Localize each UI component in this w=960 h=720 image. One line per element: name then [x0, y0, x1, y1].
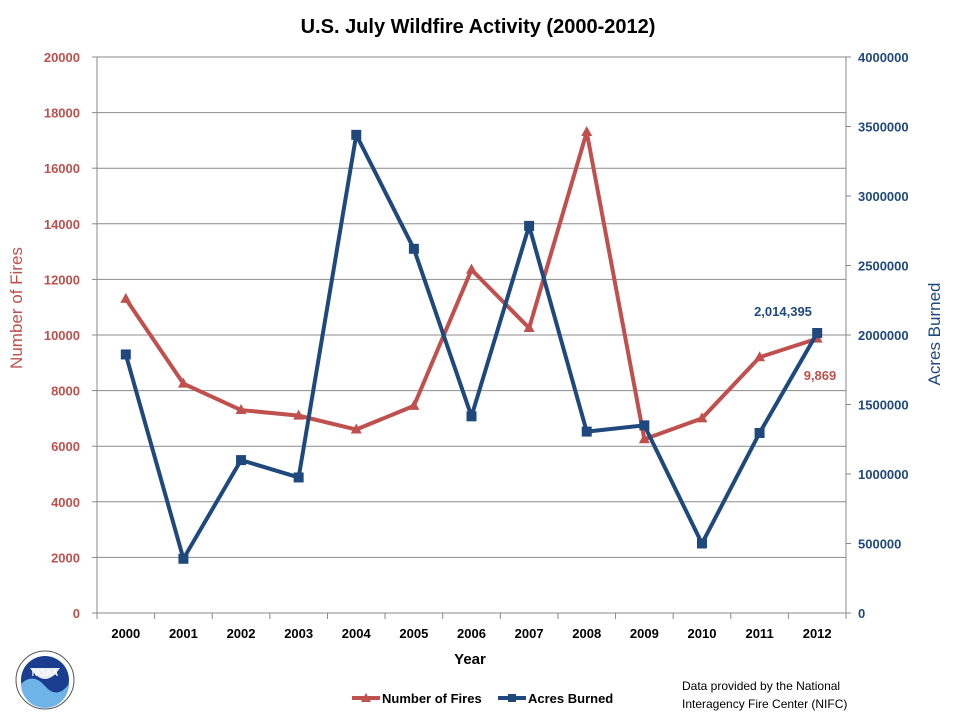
data-point-marker	[235, 404, 247, 415]
x-tick-label: 2008	[572, 626, 601, 641]
legend-fires-marker	[361, 693, 371, 702]
data-point-marker	[293, 472, 304, 483]
left-tick-label: 20000	[44, 50, 80, 65]
number-of-fires-2012-label: 9,869	[804, 368, 837, 383]
data-point-marker	[293, 409, 305, 420]
left-tick-label: 6000	[51, 439, 80, 454]
left-tick-label: 10000	[44, 328, 80, 343]
x-axis-title: Year	[454, 651, 486, 668]
data-point-marker	[696, 538, 707, 549]
legend: Number of Fires Acres Burned	[352, 691, 613, 706]
right-axis-title: Acres Burned	[925, 283, 944, 386]
right-tick-label: 4000000	[858, 50, 909, 65]
left-tick-label: 18000	[44, 106, 80, 121]
right-tick-label: 2000000	[858, 328, 909, 343]
right-tick-label: 3000000	[858, 189, 909, 204]
data-point-marker	[812, 327, 823, 338]
x-axis-ticks: 2000 2001 2002 2003 2004 2005 2006 2007 2008 2009…	[96, 613, 847, 641]
right-tick-label: 0	[858, 606, 865, 621]
credit-line-2: Interagency Fire Center (NIFC)	[682, 697, 848, 711]
x-tick-label: 2012	[803, 626, 832, 641]
legend-fires-label: Number of Fires	[382, 691, 482, 706]
x-tick-label: 2007	[515, 626, 544, 641]
series-line	[123, 132, 819, 561]
legend-acres-marker	[508, 694, 516, 702]
noaa-logo-text: NOAA	[32, 668, 59, 678]
data-point-marker	[408, 399, 420, 410]
legend-acres-label: Acres Burned	[528, 691, 613, 706]
right-tick-label: 500000	[858, 537, 901, 552]
x-tick-label: 2011	[745, 626, 773, 641]
left-axis-ticks: 0 2000 4000 6000 8000 10000 12000 14000 16000 180…	[44, 50, 97, 621]
series-line	[124, 130, 818, 442]
gridlines	[97, 56, 846, 614]
data-point-marker	[350, 423, 362, 434]
data-point-marker	[120, 349, 131, 360]
data-point-marker	[581, 126, 593, 137]
chart-title: U.S. July Wildfire Activity (2000-2012)	[301, 16, 656, 38]
right-tick-label: 1000000	[858, 467, 909, 482]
x-tick-label: 2005	[399, 626, 428, 641]
left-tick-label: 4000	[51, 495, 80, 510]
series-acres-burned	[120, 129, 823, 564]
x-tick-label: 2000	[111, 626, 140, 641]
left-tick-label: 16000	[44, 161, 80, 176]
data-point-marker	[178, 553, 189, 564]
data-credit: Data provided by the National Interagenc…	[682, 677, 922, 713]
x-tick-label: 2006	[457, 626, 486, 641]
data-point-marker	[524, 220, 535, 231]
data-point-marker	[581, 426, 592, 437]
data-point-marker	[754, 427, 765, 438]
data-point-marker	[466, 263, 477, 274]
left-tick-label: 12000	[44, 272, 80, 287]
data-point-marker	[466, 411, 477, 422]
series-number-of-fires	[120, 126, 823, 444]
acres-burned-2012-label: 2,014,395	[754, 304, 812, 319]
x-tick-label: 2003	[284, 626, 313, 641]
left-tick-label: 2000	[51, 550, 80, 565]
left-tick-label: 0	[73, 606, 80, 621]
x-tick-label: 2001	[169, 626, 198, 641]
data-point-marker	[351, 129, 362, 140]
data-point-marker	[236, 455, 247, 466]
x-tick-label: 2010	[688, 626, 717, 641]
x-tick-label: 2002	[227, 626, 256, 641]
left-axis-title: Number of Fires	[7, 247, 26, 369]
x-tick-label: 2009	[630, 626, 659, 641]
data-point-marker	[754, 351, 766, 362]
data-point-marker	[408, 243, 419, 254]
data-point-marker	[639, 420, 650, 431]
data-point-marker	[696, 412, 708, 423]
data-point-marker	[638, 433, 650, 444]
left-tick-label: 14000	[44, 217, 80, 232]
right-tick-label: 1500000	[858, 398, 909, 413]
data-point-marker	[120, 292, 132, 303]
right-axis-ticks: 0 500000 1000000 1500000 2000000 2500000 30000…	[846, 50, 909, 621]
noaa-logo: NOAA	[15, 650, 75, 710]
left-tick-label: 8000	[51, 384, 80, 399]
data-point-marker	[177, 377, 189, 388]
right-tick-label: 2500000	[858, 259, 909, 274]
credit-line-1: Data provided by the National	[682, 679, 841, 693]
data-point-marker	[523, 322, 535, 333]
x-tick-label: 2004	[342, 626, 372, 641]
right-tick-label: 3500000	[858, 120, 909, 135]
